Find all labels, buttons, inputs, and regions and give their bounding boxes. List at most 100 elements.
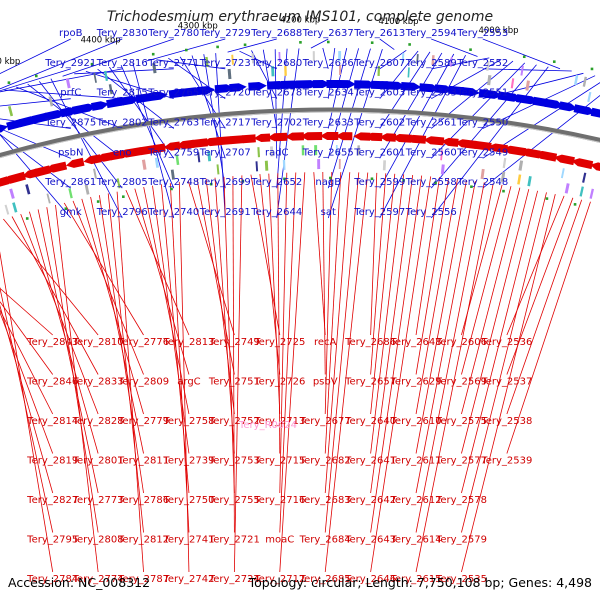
backbone-highlight xyxy=(0,111,600,159)
forward-gene-label: Tery_2550 xyxy=(456,118,508,129)
gc-skew-dot xyxy=(370,177,374,181)
reverse-gene-label: Tery_2577 xyxy=(435,456,487,467)
reverse-gene-arrow xyxy=(335,132,353,141)
rna-gene-label: Tery_R0024 xyxy=(238,420,297,431)
forward-connector xyxy=(0,118,71,129)
cog-feature-mark xyxy=(587,91,592,103)
forward-gene-label: Tery_2561 xyxy=(405,118,457,129)
backbone-arc xyxy=(0,107,600,159)
forward-connector xyxy=(0,68,123,93)
reverse-gene-arrow xyxy=(224,135,244,145)
forward-gene-label: Tery_2780 xyxy=(147,28,199,39)
reverse-connector xyxy=(324,172,369,573)
reverse-connector xyxy=(0,309,54,415)
forward-gene-label: Tery_2723 xyxy=(199,58,251,69)
reverse-connector xyxy=(415,177,440,336)
cog-feature-mark xyxy=(500,171,506,183)
reverse-gene-label: Tery_2642 xyxy=(344,495,396,506)
cog-feature-mark xyxy=(93,168,97,179)
gc-skew-dot xyxy=(283,177,286,181)
forward-gene-label: psbN xyxy=(58,147,83,158)
reverse-gene-label: Tery_2742 xyxy=(162,574,214,585)
forward-connector xyxy=(379,53,455,189)
reverse-connector xyxy=(506,195,565,336)
forward-gene-label: Tery_2815 xyxy=(96,88,148,99)
reverse-connector xyxy=(29,211,99,454)
forward-gene-label: Tery_2720 xyxy=(199,88,251,99)
forward-gene-label: radC xyxy=(265,147,289,158)
gc-skew-dot xyxy=(96,200,100,203)
reverse-connector xyxy=(415,178,458,415)
gc-skew-dot xyxy=(573,203,577,206)
forward-gene-label: Tery_2594 xyxy=(405,28,457,39)
reverse-connector xyxy=(370,173,387,375)
forward-connector xyxy=(430,66,549,219)
reverse-gene-label: Tery_2808 xyxy=(72,535,124,546)
reverse-gene-arrow xyxy=(83,154,102,165)
reverse-connector xyxy=(415,182,485,533)
reverse-connector xyxy=(178,181,190,573)
forward-connector xyxy=(0,134,72,219)
reverse-connector xyxy=(313,172,326,336)
tick-label: 4400 kbp xyxy=(81,35,121,45)
reverse-gene-label: Tery_2812 xyxy=(117,535,169,546)
forward-gene-arrow xyxy=(461,87,480,97)
reverse-connector xyxy=(107,193,144,533)
reverse-gene-label: Tery_2712 xyxy=(253,574,305,585)
reverse-gene-label: Tery_2749 xyxy=(208,337,260,348)
forward-gene-label: Tery_2552 xyxy=(456,58,508,69)
gc-skew-dot xyxy=(590,67,594,71)
reverse-gene-label: Tery_2758 xyxy=(162,416,214,427)
cog-feature-mark xyxy=(170,169,175,180)
reverse-connector xyxy=(0,301,54,375)
forward-connector xyxy=(379,38,395,50)
cog-feature-mark xyxy=(68,188,73,199)
cog-feature-mark xyxy=(560,168,565,179)
cog-feature-mark xyxy=(589,188,595,199)
forward-gene-arrow xyxy=(312,80,331,89)
forward-gene-arrow xyxy=(419,83,440,93)
forward-gene-label: Tery_2759 xyxy=(147,147,199,158)
gc-skew-dot xyxy=(170,187,173,191)
cog-feature-mark xyxy=(440,164,445,175)
reverse-gene-label: Tery_2833 xyxy=(72,377,124,388)
forward-connector xyxy=(327,48,383,219)
forward-gene-label: Tery_2729 xyxy=(199,28,251,39)
reverse-connector xyxy=(152,185,190,454)
reverse-connector xyxy=(415,178,449,375)
forward-gene-label: Tery_2563 xyxy=(405,88,457,99)
reverse-gene-label: Tery_2724 xyxy=(208,574,260,585)
cog-feature-mark xyxy=(197,152,201,163)
reverse-gene-arrow xyxy=(45,161,68,173)
reverse-gene-label: Tery_2843 xyxy=(26,337,78,348)
reverse-connector xyxy=(324,172,360,533)
forward-connector xyxy=(215,53,226,219)
reverse-gene-arrow xyxy=(253,133,271,142)
reverse-connector xyxy=(205,178,235,415)
reverse-gene-label: Tery_2578 xyxy=(435,495,487,506)
reverse-gene-label: Tery_2685 xyxy=(299,574,351,585)
reverse-gene-label: Tery_2539 xyxy=(480,456,532,467)
gc-skew-dot xyxy=(502,189,505,193)
cog-feature-mark xyxy=(231,54,234,65)
forward-gene-label: Tery_2633 xyxy=(302,118,354,129)
reverse-gene-arrow xyxy=(65,157,85,168)
gc-skew-dot xyxy=(402,179,405,182)
reverse-connector xyxy=(0,251,54,573)
forward-connector xyxy=(0,68,71,92)
reverse-gene-label: Tery_2686 xyxy=(344,337,396,348)
reverse-gene-label: recA xyxy=(314,337,337,348)
reverse-gene-label: Tery_2677 xyxy=(299,416,351,427)
reverse-gene-label: Tery_2752 xyxy=(208,416,260,427)
forward-gene-arrow xyxy=(0,124,9,133)
reverse-gene-label: Tery_2643 xyxy=(344,535,396,546)
cog-feature-mark xyxy=(486,60,490,71)
reverse-connector xyxy=(370,176,432,573)
reverse-gene-label: Tery_2776 xyxy=(117,337,169,348)
reverse-connector xyxy=(461,192,547,533)
reverse-gene-arrow xyxy=(405,134,427,144)
reverse-gene-label: Tery_2721 xyxy=(208,535,260,546)
gc-skew-dot xyxy=(90,62,94,66)
cog-feature-mark xyxy=(264,160,269,171)
cog-feature-mark xyxy=(65,77,71,89)
